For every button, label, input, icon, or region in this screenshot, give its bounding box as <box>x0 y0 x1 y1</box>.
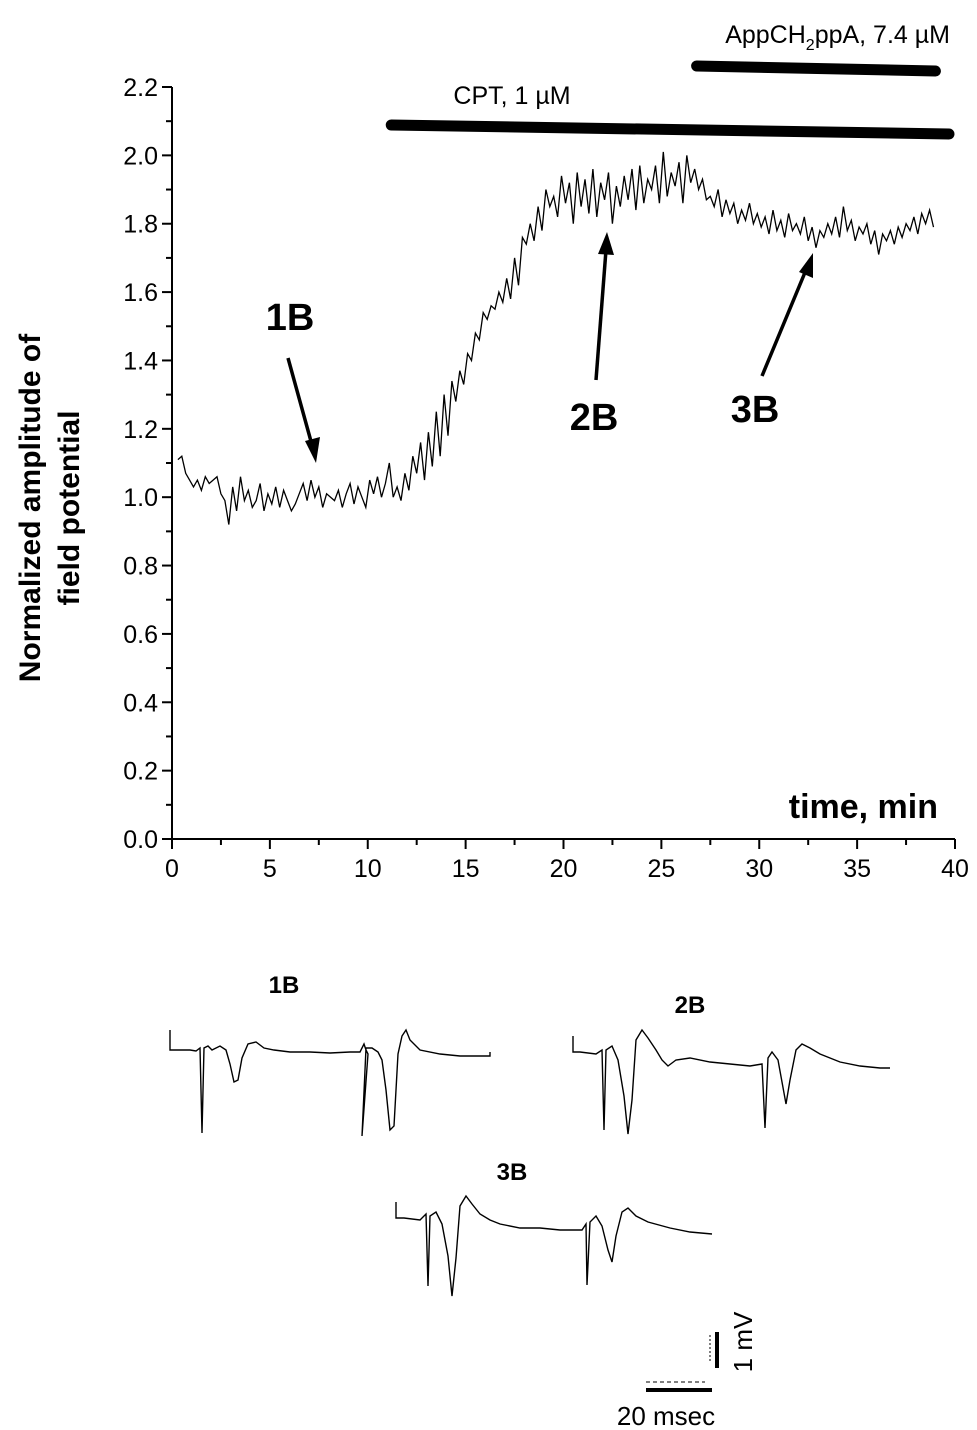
x-tick-label: 0 <box>165 855 179 883</box>
cpt-bar <box>391 125 949 134</box>
x-tick-label: 20 <box>550 855 578 883</box>
appch2ppa-label-subscript: 2 <box>806 37 815 54</box>
y-axis-label-line1: Normalized amplitude of <box>14 333 47 682</box>
x-tick-label: 35 <box>843 855 871 883</box>
y-tick-label: 1.8 <box>123 211 158 239</box>
tick-labels: 0 5 10 15 20 25 30 35 40 0.0 0.2 0.4 0.6 0.8 1.0 1.2 1.4… <box>123 74 969 883</box>
y-tick-label: 0.2 <box>123 758 158 786</box>
annotation-1b: 1B <box>266 297 315 339</box>
annotation-3b: 3B <box>731 389 780 431</box>
y-axis-label-line2: field potential <box>53 411 86 606</box>
x-tick-label: 5 <box>263 855 277 883</box>
y-tick-label: 1.4 <box>123 347 158 375</box>
y-tick-label: 0.4 <box>123 689 158 717</box>
time-scale-label: 20 msec <box>617 1401 715 1430</box>
arrow-1b <box>288 358 312 445</box>
trace-3b <box>396 1196 712 1296</box>
y-tick-label: 0.0 <box>123 826 158 854</box>
y-tick-label: 2.2 <box>123 74 158 102</box>
voltage-scale-label: 1 mV <box>728 1311 758 1372</box>
trace-label-3b: 3B <box>497 1159 528 1186</box>
appch2ppa-bar-label: AppCH2ppA, 7.4 µM <box>725 21 950 54</box>
y-tick-label: 2.0 <box>123 142 158 170</box>
x-tick-label: 40 <box>941 855 969 883</box>
trace-label-1b: 1B <box>269 972 300 999</box>
x-tick-label: 30 <box>745 855 773 883</box>
appch2ppa-label-tail: ppA, 7.4 µM <box>815 21 950 49</box>
annotation-2b: 2B <box>570 397 619 439</box>
x-tick-label: 10 <box>354 855 382 883</box>
arrowhead-1b <box>305 437 320 463</box>
y-tick-label: 0.8 <box>123 553 158 581</box>
arrow-3b <box>762 270 806 376</box>
trace-label-2b: 2B <box>675 992 706 1019</box>
x-tick-label: 15 <box>452 855 480 883</box>
appch2ppa-label-main: AppCH <box>725 21 806 49</box>
x-tick-label: 25 <box>647 855 675 883</box>
y-tick-label: 0.6 <box>123 621 158 649</box>
trace-2b <box>573 1030 890 1134</box>
arrowhead-3b <box>799 253 813 278</box>
x-axis-label: time, min <box>789 788 938 826</box>
arrow-2b <box>596 250 606 380</box>
y-tick-label: 1.0 <box>123 484 158 512</box>
y-tick-label: 1.2 <box>123 416 158 444</box>
arrowhead-2b <box>598 232 614 255</box>
trace-1b <box>170 1030 490 1136</box>
y-tick-label: 1.6 <box>123 279 158 307</box>
cpt-bar-label: CPT, 1 µM <box>453 82 570 110</box>
appch2ppa-bar <box>697 66 936 71</box>
